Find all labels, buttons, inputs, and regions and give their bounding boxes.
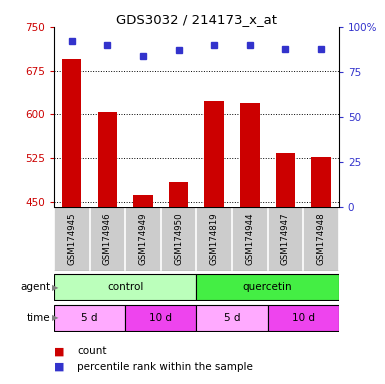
Text: 10 d: 10 d <box>292 313 315 323</box>
Text: time: time <box>27 313 50 323</box>
Bar <box>311 157 331 207</box>
Bar <box>133 195 153 207</box>
Text: GSM174944: GSM174944 <box>245 213 254 265</box>
Text: quercetin: quercetin <box>243 282 292 292</box>
Text: ▶: ▶ <box>52 283 59 291</box>
Bar <box>196 274 339 300</box>
Text: ■: ■ <box>54 362 64 372</box>
Text: 5 d: 5 d <box>224 313 240 323</box>
Text: 10 d: 10 d <box>149 313 172 323</box>
Bar <box>62 59 82 207</box>
Text: GSM174948: GSM174948 <box>316 213 325 265</box>
Text: ▶: ▶ <box>52 313 59 322</box>
Text: control: control <box>107 282 143 292</box>
Title: GDS3032 / 214173_x_at: GDS3032 / 214173_x_at <box>116 13 277 26</box>
Text: percentile rank within the sample: percentile rank within the sample <box>77 362 253 372</box>
Bar <box>54 274 196 300</box>
Bar <box>169 182 188 207</box>
Text: GSM174950: GSM174950 <box>174 213 183 265</box>
Bar <box>240 103 259 207</box>
Bar <box>196 305 268 331</box>
Text: ■: ■ <box>54 346 64 356</box>
Bar <box>204 101 224 207</box>
Text: GSM174946: GSM174946 <box>103 213 112 265</box>
Bar <box>276 153 295 207</box>
Bar <box>268 305 339 331</box>
Text: GSM174947: GSM174947 <box>281 213 290 265</box>
Text: GSM174945: GSM174945 <box>67 213 76 265</box>
Text: count: count <box>77 346 107 356</box>
Text: 5 d: 5 d <box>81 313 98 323</box>
Bar <box>125 305 196 331</box>
Text: GSM174949: GSM174949 <box>139 213 147 265</box>
Text: agent: agent <box>20 282 50 292</box>
Bar <box>97 113 117 207</box>
Bar <box>54 305 125 331</box>
Text: GSM174819: GSM174819 <box>210 213 219 265</box>
